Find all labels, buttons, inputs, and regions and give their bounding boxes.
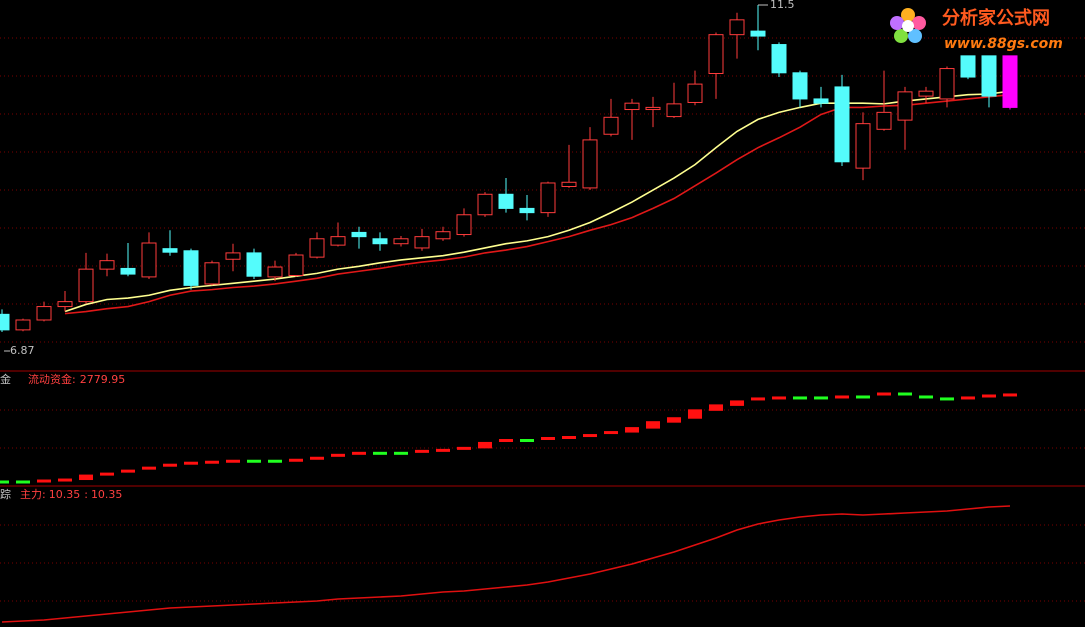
- candle-body: [267, 266, 283, 278]
- panel-legend: 流动资金: 2779.95: [28, 372, 125, 386]
- logo-flower: [890, 8, 926, 43]
- flow-block: [79, 476, 93, 481]
- low-label: 6.87: [10, 344, 35, 357]
- candle-body: [372, 238, 388, 245]
- candle-body: [456, 214, 472, 236]
- candle-body: [309, 238, 325, 258]
- candle-body: [939, 68, 955, 100]
- candle-body: [162, 248, 178, 253]
- watermark-name: 分析家公式网: [942, 7, 1050, 29]
- candle-body: [393, 238, 409, 245]
- candle-body: [183, 250, 199, 286]
- panel-legend: 主力: 10.35:10.35: [20, 488, 122, 501]
- candle-body: [603, 116, 619, 135]
- moving-average: [64, 93, 1011, 315]
- candle-body: [78, 268, 94, 303]
- flow-block: [625, 428, 639, 433]
- candle-body: [351, 231, 367, 238]
- main-force-line: [1, 505, 1011, 623]
- candle-body: [0, 313, 10, 331]
- panel-title: 金: [0, 372, 11, 386]
- candle-body: [582, 139, 598, 189]
- legend-value: 10.35: [91, 488, 123, 501]
- candle-body: [834, 86, 850, 163]
- candle-body: [330, 236, 346, 246]
- candle-body: [855, 123, 871, 169]
- legend-separator: :: [84, 488, 88, 501]
- flow-block: [688, 410, 702, 419]
- moving-average: [64, 90, 1011, 313]
- candle-body: [729, 19, 745, 36]
- candle-body: [435, 231, 451, 240]
- candle-body: [288, 254, 304, 276]
- candle-body: [687, 83, 703, 103]
- candle-body: [99, 260, 115, 270]
- flow-block: [478, 443, 492, 449]
- candle-body: [414, 236, 430, 249]
- candle-body: [15, 319, 31, 331]
- candle-body: [897, 91, 913, 121]
- candle-body: [813, 98, 829, 104]
- flow-block: [709, 405, 723, 411]
- candle-body: [1002, 55, 1018, 108]
- flow-block: [667, 418, 681, 423]
- candle-body: [204, 262, 220, 285]
- candle-body: [771, 44, 787, 74]
- flow-block: [646, 422, 660, 429]
- candle-body: [36, 306, 52, 321]
- candle-body: [750, 30, 766, 37]
- candle-body: [141, 242, 157, 278]
- candle-body: [477, 193, 493, 216]
- panel-title: 踪: [0, 487, 11, 501]
- high-label: 11.5: [770, 0, 795, 11]
- candle-body: [624, 102, 640, 111]
- legend-name: 流动资金:: [28, 372, 76, 386]
- legend-value: 2779.95: [80, 373, 126, 386]
- candle-body: [645, 106, 661, 111]
- candle-body: [666, 103, 682, 118]
- flow-block: [730, 401, 744, 406]
- watermark-url: www.88gs.com: [944, 36, 1063, 52]
- legend-value: 10.35: [49, 488, 81, 501]
- candle-body: [246, 252, 262, 277]
- candle-body: [540, 182, 556, 214]
- candle-body: [960, 55, 976, 78]
- candle-body: [57, 301, 73, 308]
- candle-body: [561, 181, 577, 188]
- candle-body: [792, 72, 808, 100]
- candle-body: [120, 267, 136, 275]
- candle-body: [225, 252, 241, 260]
- candle-body: [876, 111, 892, 130]
- candle-body: [981, 55, 997, 97]
- legend-name: 主力:: [20, 488, 46, 501]
- candle-body: [519, 207, 535, 214]
- candle-body: [708, 34, 724, 75]
- candle-body: [498, 193, 514, 209]
- candle-body: [918, 90, 934, 97]
